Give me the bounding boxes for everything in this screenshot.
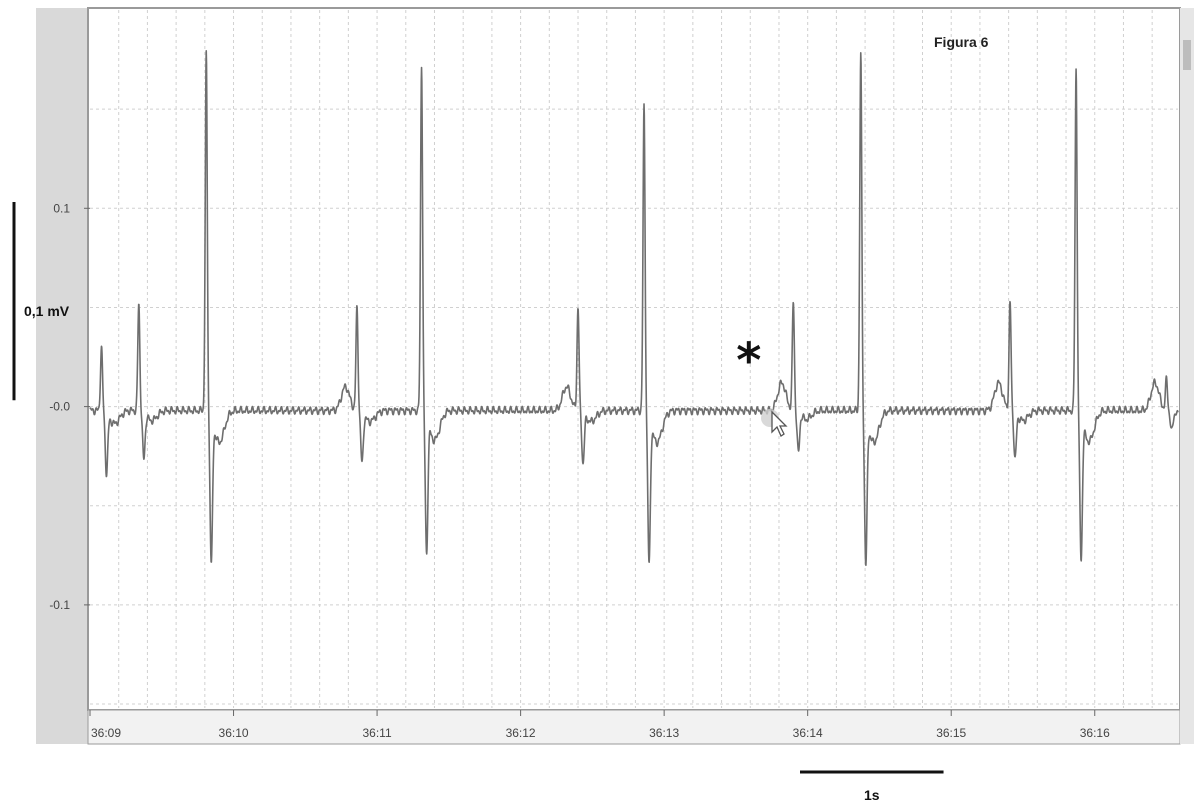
x-tick-label: 36:11 xyxy=(363,726,392,740)
x-tick-label: 36:12 xyxy=(506,726,536,740)
x-axis-ticks: 36:09 36:10 36:11 36:12 36:13 36:14 36:15 36:16 xyxy=(89,710,1110,740)
mouse-cursor-icon xyxy=(761,409,788,437)
y-tick-label: -0.0 xyxy=(49,400,70,414)
horizontal-scale-label: 1s xyxy=(864,787,880,803)
x-tick-label: 36:10 xyxy=(219,726,249,740)
scrollbar-thumb[interactable] xyxy=(1183,40,1191,70)
y-tick-label: 0.1 xyxy=(53,201,70,215)
y-tick-label: -0.1 xyxy=(49,598,70,612)
vertical-scale-label: 0,1 mV xyxy=(24,303,70,319)
y-axis-ticks: 0.1 -0.0 -0.1 xyxy=(49,201,90,612)
ecg-trace-line xyxy=(89,50,1179,567)
plot-area xyxy=(87,7,1181,711)
right-scrollbar[interactable] xyxy=(1180,8,1194,744)
x-tick-label: 36:16 xyxy=(1080,726,1110,740)
chart-title: Figura 6 xyxy=(934,34,989,50)
x-axis-band xyxy=(87,709,1181,745)
x-tick-label: 36:14 xyxy=(793,726,823,740)
x-tick-label: 36:13 xyxy=(649,726,679,740)
grid-lines xyxy=(90,10,1178,708)
left-margin-panel xyxy=(36,8,88,744)
asterisk-annotation: * xyxy=(736,333,761,389)
x-tick-label: 36:09 xyxy=(91,726,121,740)
x-tick-label: 36:15 xyxy=(936,726,966,740)
